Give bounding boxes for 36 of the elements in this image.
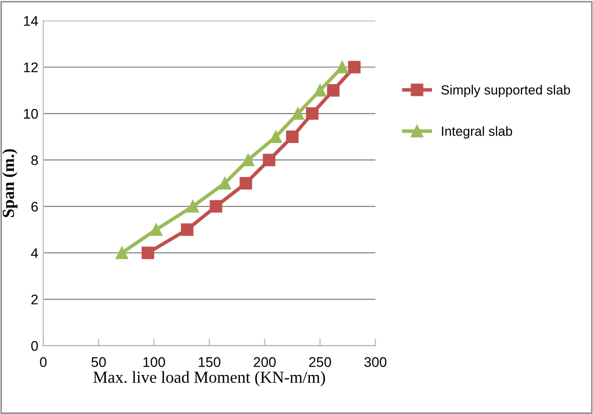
- x-tick-label: 50: [91, 357, 106, 368]
- y-tick-label: 2: [31, 294, 38, 304]
- y-tick-label: 0: [31, 341, 38, 351]
- point: [240, 176, 252, 190]
- point: [336, 60, 348, 74]
- point: [186, 200, 199, 213]
- x-tick-label: 0: [40, 357, 47, 368]
- y-tick-label: 14: [24, 16, 38, 26]
- x-tick-label: 250: [309, 357, 332, 368]
- point: [292, 107, 304, 120]
- x-axis-title: Max. live load Moment (KN-m/m): [93, 371, 326, 386]
- point: [286, 130, 299, 144]
- point: [306, 107, 319, 120]
- point: [314, 84, 326, 97]
- point: [210, 200, 222, 213]
- x-tick-label: 150: [198, 357, 220, 368]
- x-tick-label: 200: [254, 357, 276, 368]
- y-tick-label: 8: [31, 155, 38, 166]
- legend-label: Simply supported slab: [441, 84, 570, 98]
- point: [116, 246, 128, 260]
- x-tick-label: 100: [143, 357, 166, 368]
- point: [262, 154, 276, 166]
- legend-label: Integral slab: [442, 126, 512, 139]
- point: [142, 246, 154, 260]
- y-tick-label: 4: [31, 248, 38, 258]
- point: [327, 84, 340, 97]
- point: [242, 154, 254, 166]
- x-tick-label: 300: [364, 357, 386, 368]
- y-tick-label: 12: [24, 62, 38, 72]
- y-tick-label: 6: [31, 202, 38, 212]
- y-tick-label: 10: [24, 108, 38, 119]
- point: [180, 223, 194, 236]
- y-axis-title: Span (m.): [2, 149, 18, 218]
- point: [218, 176, 232, 190]
- point: [150, 223, 162, 236]
- point: [348, 60, 361, 74]
